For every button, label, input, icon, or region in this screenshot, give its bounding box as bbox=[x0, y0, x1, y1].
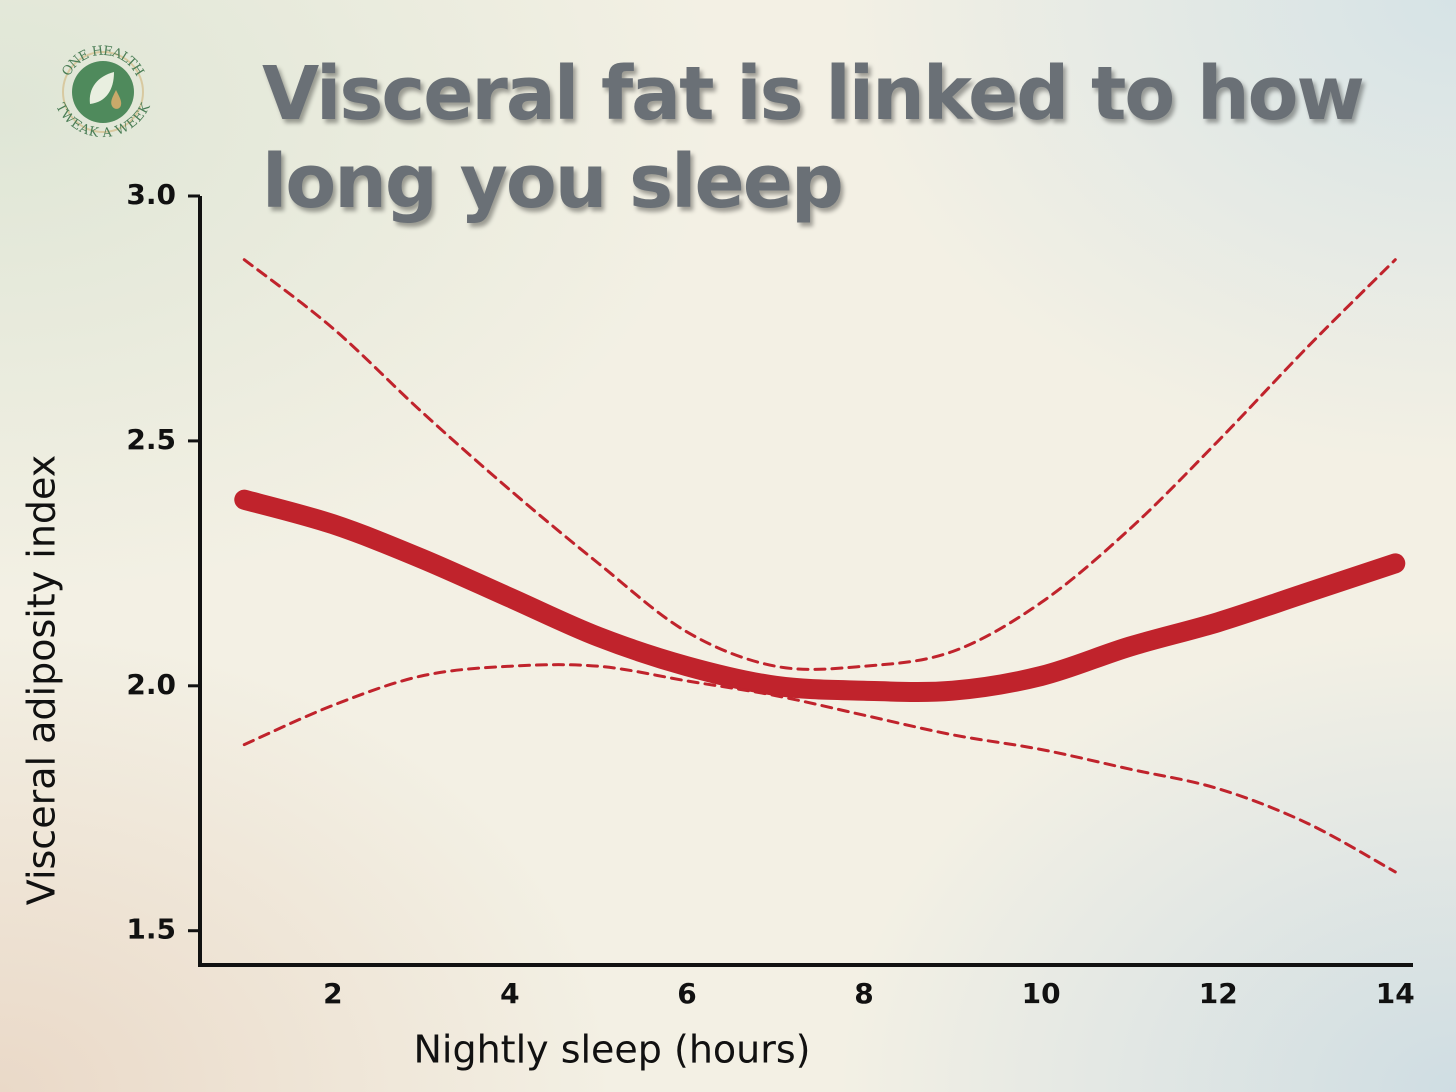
x-axis-label: Nightly sleep (hours) bbox=[413, 1028, 810, 1072]
y-tick-label: 2.5 bbox=[126, 423, 176, 456]
y-tick-label: 3.0 bbox=[126, 178, 176, 211]
logo-ring bbox=[62, 51, 144, 133]
trend-line bbox=[234, 489, 1406, 702]
y-tick-label: 2.0 bbox=[126, 668, 176, 701]
logo-leaf bbox=[89, 72, 114, 104]
x-tick-label: 10 bbox=[1022, 977, 1061, 1010]
chart-title: Visceral fat is linked to how long you s… bbox=[262, 51, 1365, 225]
x-tick-label: 2 bbox=[323, 977, 342, 1010]
confidence-line bbox=[242, 258, 1397, 671]
y-tick-label: 1.5 bbox=[126, 913, 176, 946]
y-axis-label: Visceral adiposity index bbox=[20, 455, 64, 905]
x-tick-label: 4 bbox=[500, 977, 519, 1010]
confidence-line bbox=[242, 663, 1397, 874]
logo-drop bbox=[111, 90, 122, 109]
x-tick-label: 8 bbox=[854, 977, 873, 1010]
x-tick-label: 6 bbox=[677, 977, 696, 1010]
logo: ONE HEALTH TWEAK A WEEK bbox=[53, 43, 154, 141]
x-tick-label: 12 bbox=[1199, 977, 1238, 1010]
x-tick-label: 14 bbox=[1376, 977, 1415, 1010]
